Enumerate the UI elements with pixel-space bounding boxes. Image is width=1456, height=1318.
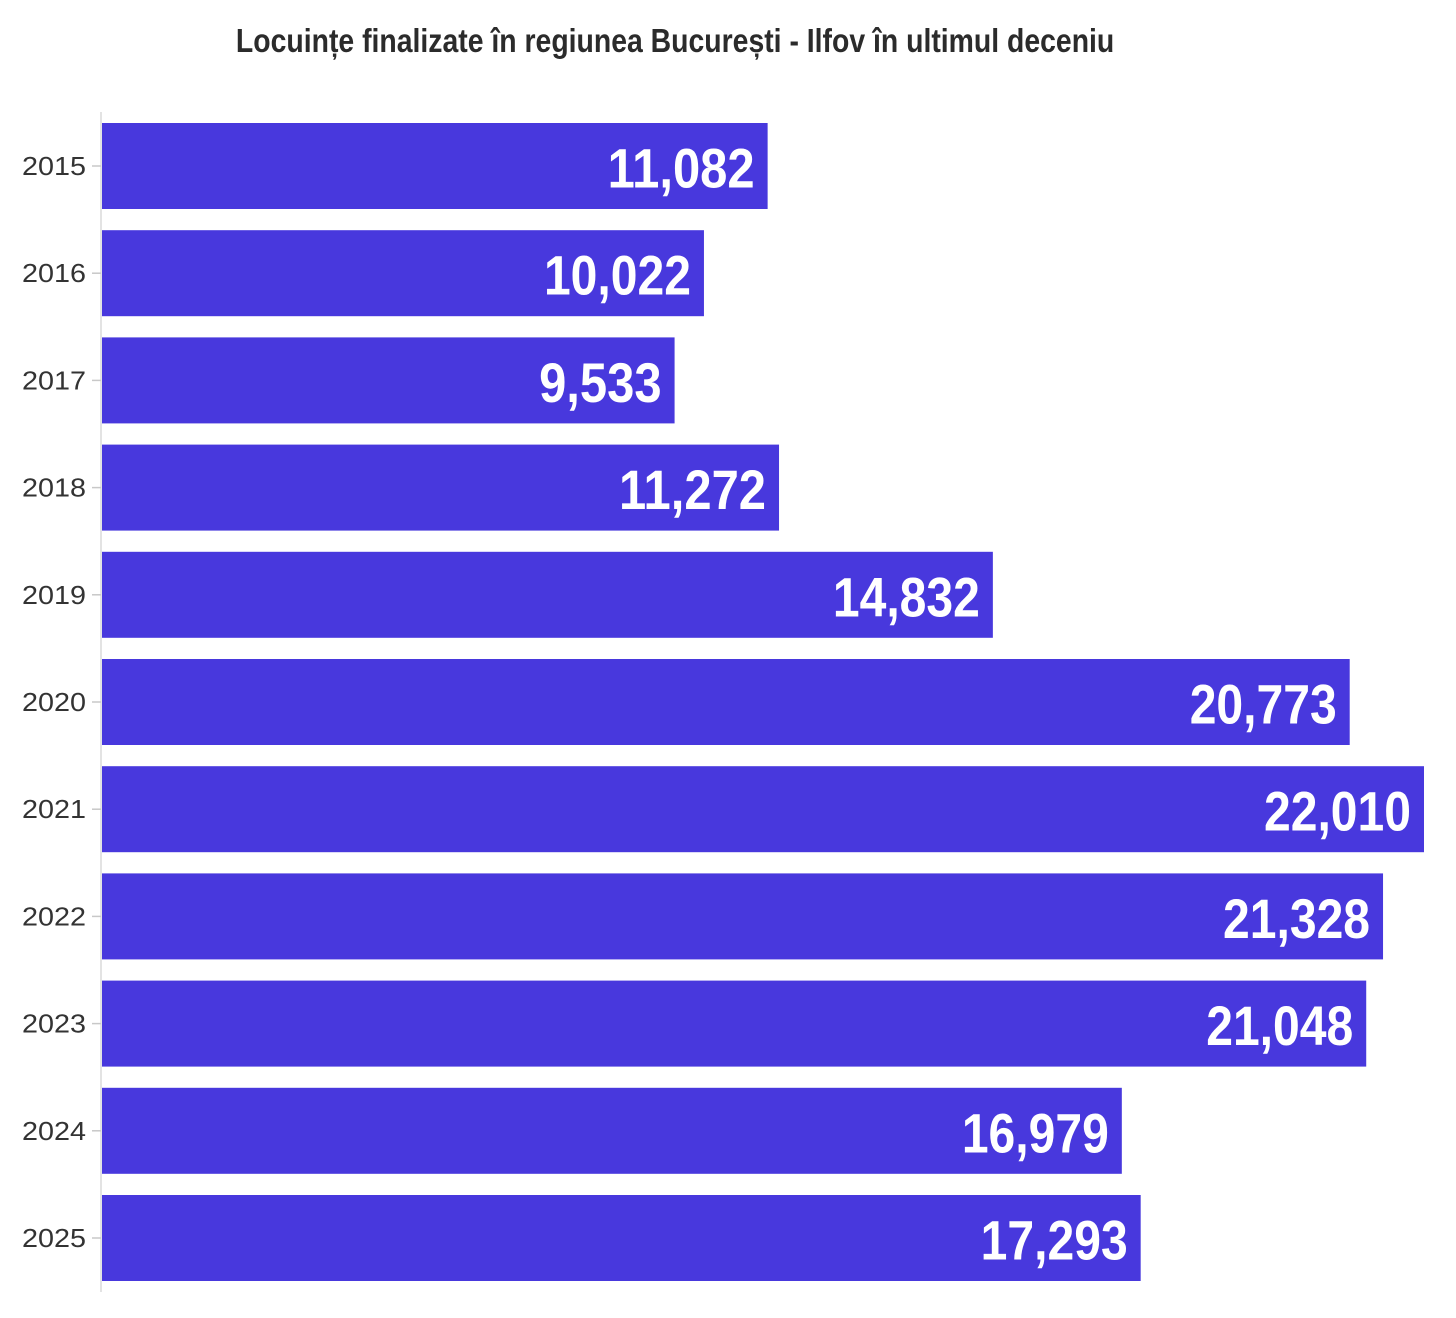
y-tick-label-2022: 2022 xyxy=(22,901,86,931)
value-label-2023: 21,048 xyxy=(1206,994,1353,1057)
bar-2019 xyxy=(102,551,993,638)
value-label-2015: 11,082 xyxy=(608,137,755,200)
value-label-2016: 10,022 xyxy=(544,244,691,307)
y-tick-label-2023: 2023 xyxy=(22,1009,86,1039)
bar-2016 xyxy=(102,230,704,317)
bar-2015 xyxy=(102,123,768,209)
bar-2020 xyxy=(102,659,1350,745)
bar-2022 xyxy=(102,873,1384,960)
bar-2021 xyxy=(102,766,1424,853)
bars-layer: 2015 11,082 2016 10,022 2017 9,533 2018 11,272 2… xyxy=(22,123,1424,1281)
value-label-2020: 20,773 xyxy=(1190,673,1337,736)
y-tick-label-2019: 2019 xyxy=(22,580,86,610)
y-tick-label-2025: 2025 xyxy=(22,1223,86,1253)
y-tick-label-2017: 2017 xyxy=(22,365,86,395)
value-label-2024: 16,979 xyxy=(962,1101,1109,1164)
bar-2017 xyxy=(102,337,675,424)
value-label-2022: 21,328 xyxy=(1223,887,1370,950)
value-label-2021: 22,010 xyxy=(1264,780,1411,843)
y-tick-label-2016: 2016 xyxy=(22,258,86,288)
value-label-2019: 14,832 xyxy=(833,565,980,628)
y-tick-label-2015: 2015 xyxy=(22,151,86,181)
y-tick-label-2020: 2020 xyxy=(22,687,86,717)
value-label-2018: 11,272 xyxy=(619,458,766,521)
y-tick-label-2021: 2021 xyxy=(22,794,86,824)
value-label-2017: 9,533 xyxy=(539,351,662,414)
bar-2024 xyxy=(102,1087,1122,1174)
bar-2025 xyxy=(102,1195,1141,1281)
bar-2023 xyxy=(102,980,1367,1067)
y-tick-label-2024: 2024 xyxy=(22,1116,86,1146)
bar-2018 xyxy=(102,444,780,531)
y-tick-label-2018: 2018 xyxy=(22,473,86,503)
value-label-2025: 17,293 xyxy=(981,1209,1128,1272)
chart-title: Locuințe finalizate în regiunea Bucureșt… xyxy=(235,22,1115,59)
